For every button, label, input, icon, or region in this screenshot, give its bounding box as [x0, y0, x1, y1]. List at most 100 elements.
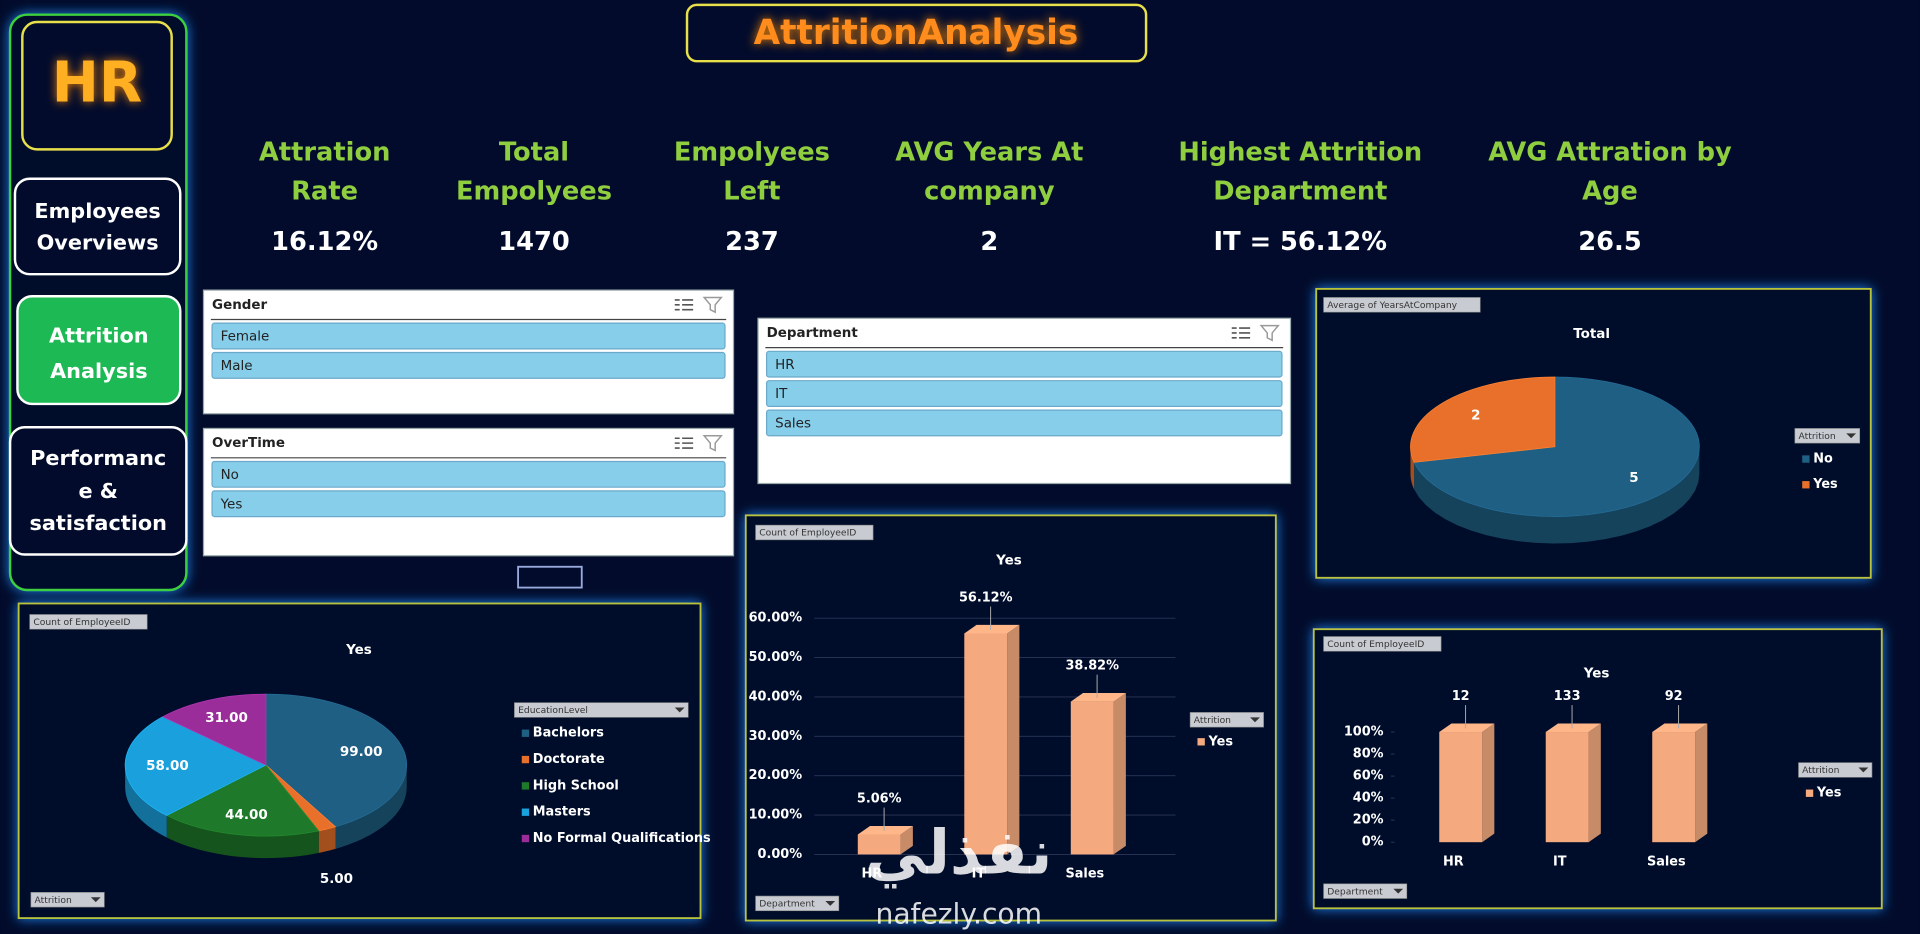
value-field-button[interactable] — [1323, 297, 1481, 313]
axis-field-button-label: Department — [759, 899, 815, 910]
value-field-button-label: Count of EmployeeID — [33, 617, 130, 628]
legend-swatch — [521, 834, 530, 843]
y-tick-label: 40.00% — [749, 689, 803, 704]
legend-field-button[interactable] — [1794, 428, 1861, 444]
slicer-item-label: No — [221, 468, 239, 483]
watermark-arabic: نفذلي — [865, 817, 1052, 888]
bar-value-label: 133 — [1554, 689, 1581, 704]
legend-label: Yes — [1207, 734, 1233, 749]
nav-button[interactable] — [8, 425, 188, 556]
bar-top — [1652, 723, 1708, 733]
y-tick-label: 0.00% — [758, 847, 803, 862]
chart-title: Total — [1573, 327, 1610, 342]
pie-value-label: 58.00 — [146, 759, 189, 774]
y-tick-label: 80% — [1353, 747, 1384, 762]
legend-field-button[interactable] — [514, 702, 689, 718]
pie-slice-side — [1410, 446, 1415, 490]
legend-swatch — [1802, 455, 1810, 463]
legend-field-button-arrow — [1846, 433, 1857, 439]
legend-swatch — [521, 755, 530, 764]
bar-side — [1482, 723, 1495, 843]
kpi-label: Highest Attrition — [1178, 138, 1422, 168]
pie-slice-side — [1414, 446, 1700, 544]
nav-button-label: Analysis — [50, 359, 148, 383]
legend-label: Bachelors — [533, 726, 604, 741]
bar — [1652, 732, 1696, 843]
pie-value-label: 99.00 — [340, 745, 383, 760]
slicer-title: Gender — [212, 298, 267, 313]
slicer-item[interactable] — [211, 460, 726, 488]
y-tick-label: 50.00% — [749, 650, 803, 665]
clear-filter-icon[interactable] — [702, 435, 723, 452]
slicer-item-label: Sales — [775, 417, 811, 432]
bar — [1070, 701, 1114, 855]
title-box — [685, 3, 1148, 63]
nav-button[interactable] — [16, 295, 182, 406]
legend-label: High School — [533, 778, 619, 793]
slicer-item[interactable] — [765, 409, 1283, 437]
pie-value-label: 31.00 — [205, 711, 248, 726]
multi-select-icon[interactable] — [674, 299, 694, 311]
kpi-label: company — [924, 177, 1055, 207]
pie-slice — [265, 693, 408, 828]
nav-button[interactable] — [13, 177, 182, 276]
bar-top — [964, 624, 1020, 634]
filter-field-button-label: Attrition — [35, 895, 72, 906]
multi-select-icon[interactable] — [674, 437, 694, 449]
clear-filter-icon[interactable] — [702, 296, 723, 314]
nav-button-label: Attrition — [49, 324, 149, 348]
chart-title: Yes — [995, 554, 1022, 569]
slicer-item[interactable] — [211, 351, 726, 379]
x-tick-label: Sales — [1647, 854, 1686, 869]
x-tick-label: HR — [862, 867, 883, 882]
clear-filter-icon[interactable] — [1259, 324, 1280, 342]
selected-cell — [517, 565, 583, 589]
kpi-value: 237 — [725, 227, 779, 257]
slicer-item[interactable] — [211, 490, 726, 518]
legend-label: Yes — [1812, 477, 1838, 492]
kpi-value: 16.12% — [271, 227, 378, 257]
slicer-item[interactable] — [765, 380, 1283, 408]
slicer-item[interactable] — [211, 322, 726, 350]
slicer-item-label: HR — [775, 358, 794, 373]
watermark-latin: nafezly.com — [875, 898, 1042, 931]
axis-field-button-arrow — [1393, 888, 1404, 894]
value-field-button-label: Count of EmployeeID — [1327, 639, 1424, 650]
kpi-label: Empolyees — [674, 138, 830, 168]
pie-slice-side — [318, 826, 336, 853]
pie-slice — [1410, 376, 1556, 463]
legend-field-button[interactable] — [1189, 712, 1264, 728]
nav-button-label: Overviews — [37, 231, 159, 255]
y-tick-label: 60.00% — [749, 611, 803, 626]
y-tick-label: 10.00% — [749, 808, 803, 823]
legend-swatch — [521, 808, 530, 816]
bar-side — [1588, 723, 1601, 843]
bar-value-label: 92 — [1665, 689, 1683, 704]
kpi-value: 1470 — [498, 227, 569, 257]
multi-select-icon[interactable] — [1231, 327, 1251, 339]
axis-field-button[interactable] — [755, 895, 840, 912]
y-tick-label: 20% — [1353, 813, 1384, 828]
filter-field-button-arrow — [90, 897, 101, 903]
value-field-button[interactable] — [755, 524, 874, 541]
axis-field-button[interactable] — [1323, 883, 1408, 899]
bar-top — [1545, 723, 1601, 733]
value-field-button[interactable] — [1323, 636, 1442, 652]
bar — [857, 834, 901, 855]
kpi-value: IT = 56.12% — [1214, 227, 1387, 257]
bar-side — [900, 825, 913, 855]
bar-value-label: 38.82% — [1065, 659, 1119, 674]
value-field-button[interactable] — [29, 614, 148, 630]
kpi-label: Left — [723, 177, 780, 207]
legend-swatch — [1805, 789, 1814, 797]
legend-field-button-arrow — [1250, 717, 1260, 723]
bar — [1545, 732, 1589, 843]
logo: HR — [52, 50, 142, 115]
bar-value-label: 56.12% — [959, 590, 1013, 605]
pie-slice — [162, 693, 267, 766]
legend-field-button[interactable] — [1798, 762, 1873, 778]
pie-slice-side — [335, 765, 407, 849]
kpi-label: Total — [499, 138, 569, 168]
filter-field-button[interactable] — [30, 892, 105, 908]
slicer-item[interactable] — [765, 350, 1283, 378]
